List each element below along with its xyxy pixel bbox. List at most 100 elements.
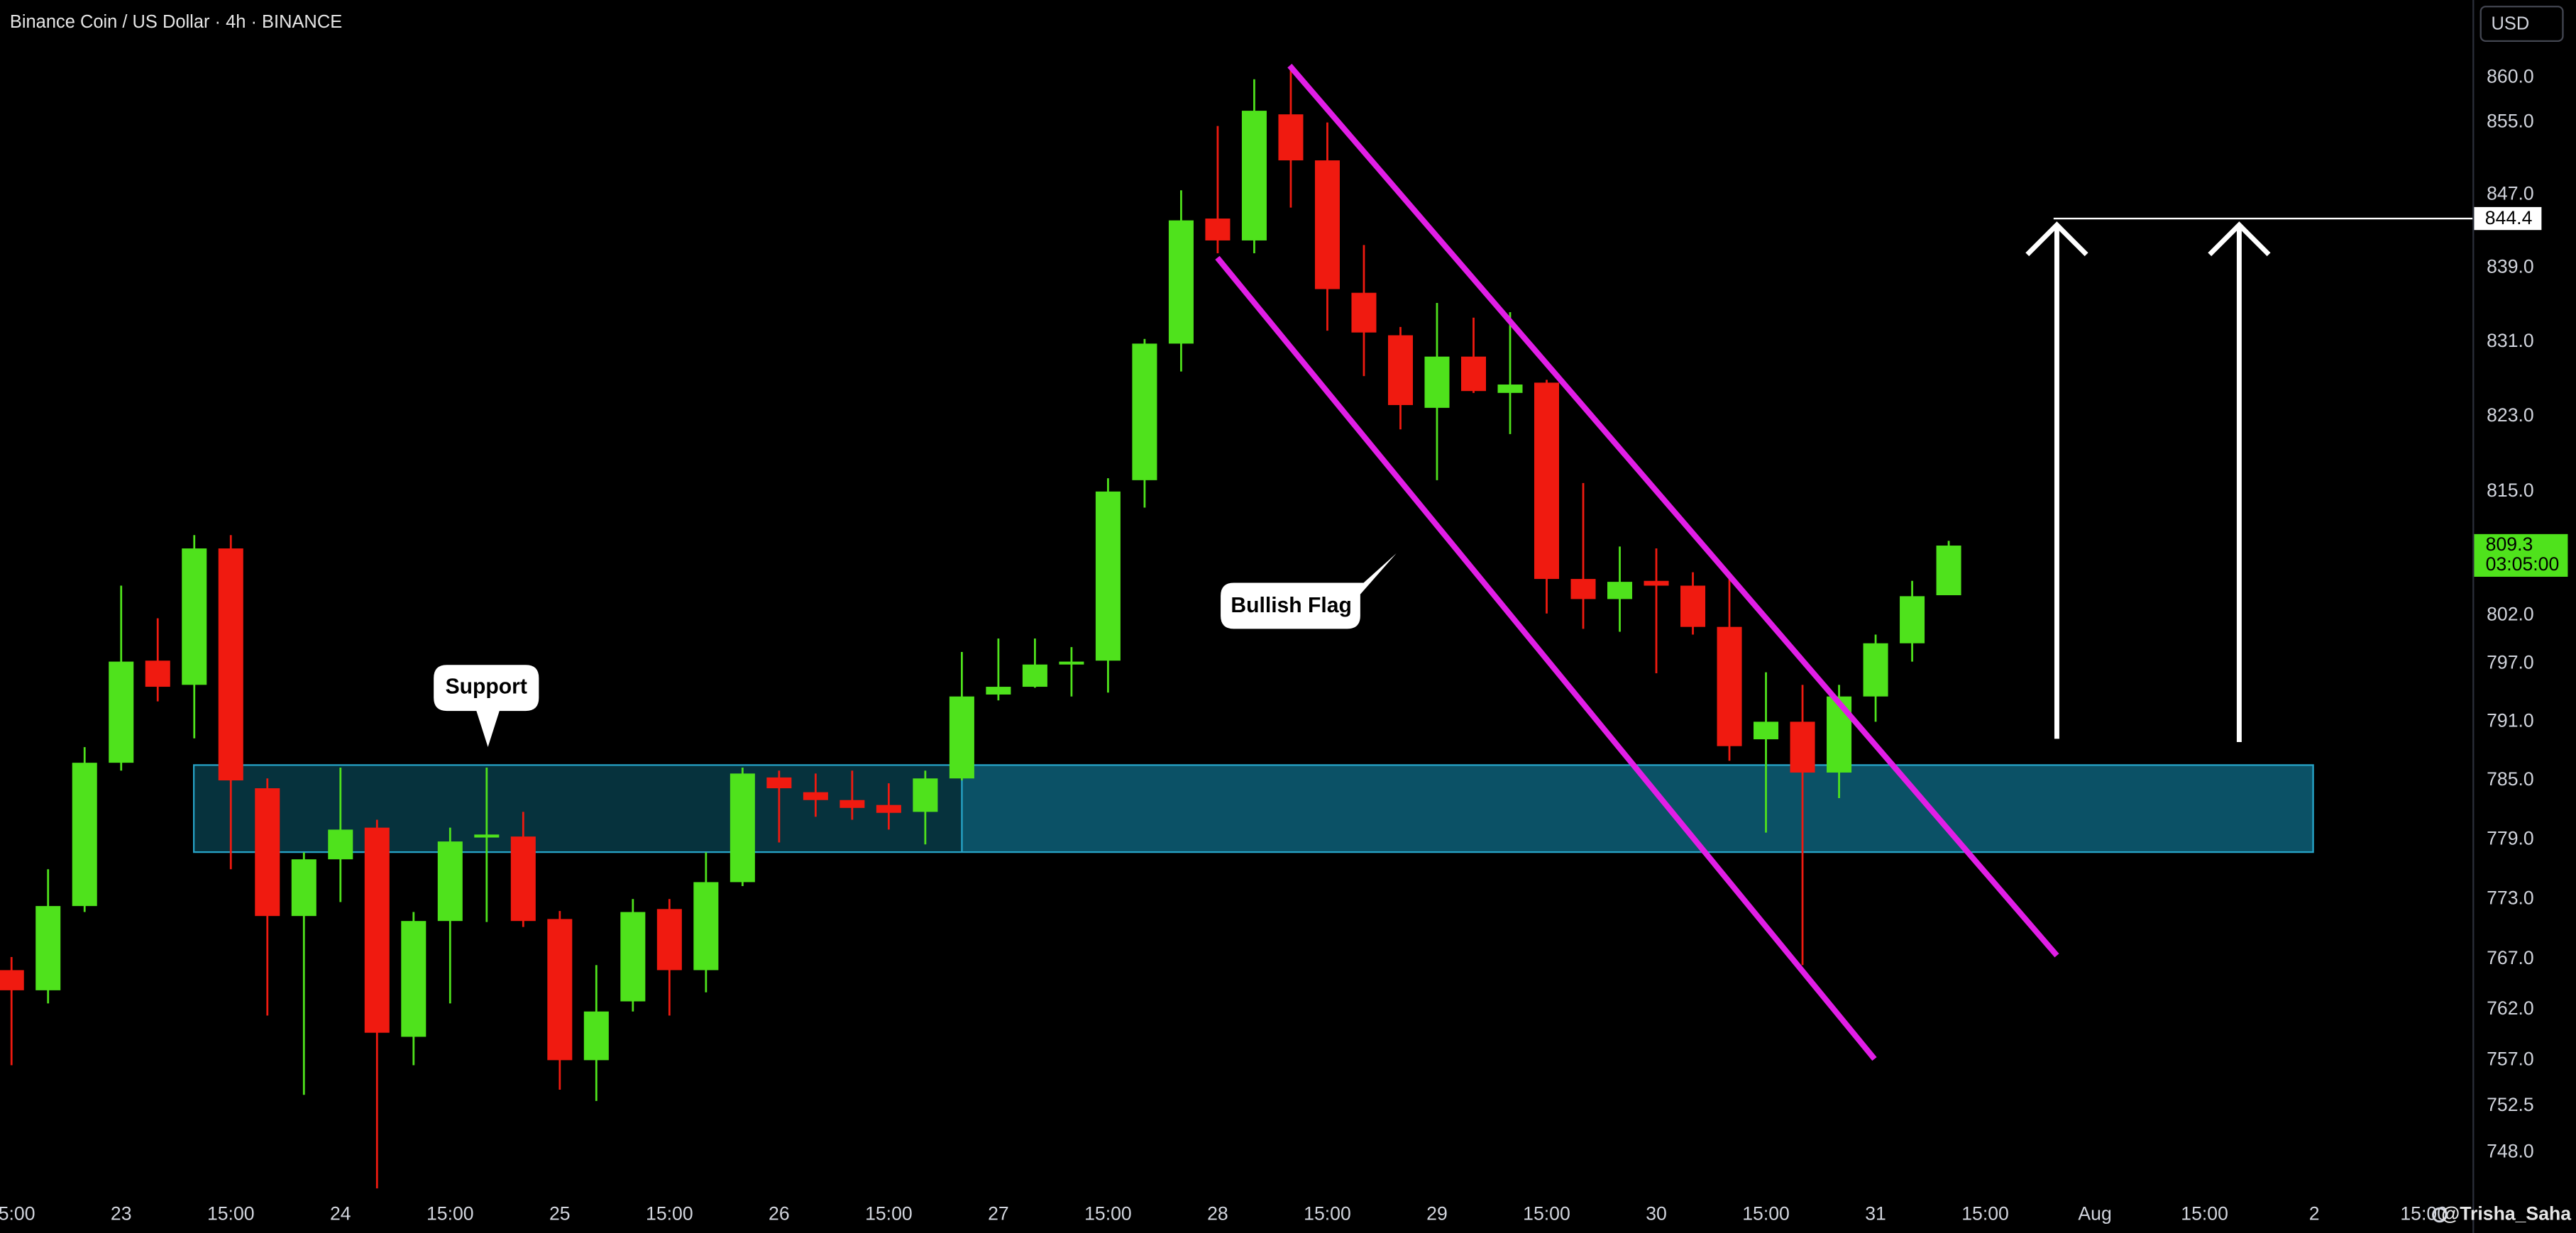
candle-body xyxy=(986,687,1011,695)
callout-label: Support xyxy=(446,675,527,699)
x-tick-label: Aug xyxy=(2078,1203,2111,1224)
callout xyxy=(1221,553,1397,629)
candle-body xyxy=(693,882,719,971)
candle-body xyxy=(1644,580,1669,586)
candle-body xyxy=(656,909,682,971)
candle-body xyxy=(620,912,646,1002)
y-tick-label: 773.0 xyxy=(2487,887,2534,908)
x-tick-label: 15:00 xyxy=(1742,1203,1790,1224)
candle-body xyxy=(1790,721,1815,773)
y-tick-label: 860.0 xyxy=(2487,65,2534,87)
candle-body xyxy=(35,906,61,990)
callout xyxy=(434,665,539,747)
candle-body xyxy=(1314,160,1340,289)
chart-title: Binance Coin / US Dollar · 4h · BINANCE xyxy=(10,12,342,32)
candle-body xyxy=(1387,335,1413,405)
y-tick-label: 757.0 xyxy=(2487,1048,2534,1069)
candle-body xyxy=(1936,546,1961,596)
candle-body xyxy=(583,1011,609,1061)
x-axis: 15:00 23 15:00 24 15:00 25 15:00 26 15:00 27 15:00… xyxy=(0,1203,2448,1224)
candle-body xyxy=(145,660,170,687)
candle-body xyxy=(1717,626,1742,746)
y-axis: 860.0 855.0 847.0 839.0 831.0 823.0 815.0 802.0… xyxy=(2487,65,2534,1161)
arrow-head xyxy=(2208,221,2271,257)
candle-body xyxy=(328,829,353,860)
candle-body xyxy=(547,919,573,1061)
candle-body xyxy=(109,661,134,763)
x-tick-label: 23 xyxy=(111,1203,132,1224)
candle-body xyxy=(510,836,536,922)
candle-body xyxy=(1241,111,1267,240)
candle-body xyxy=(1680,585,1706,627)
last-price-label: 809.3 xyxy=(2486,533,2533,555)
y-tick-label: 823.0 xyxy=(2487,404,2534,426)
candles xyxy=(0,65,1961,1189)
candle-body xyxy=(1460,356,1486,392)
candle-body xyxy=(1205,219,1231,240)
candle-body xyxy=(364,827,390,1033)
x-tick-label: 26 xyxy=(769,1203,790,1224)
y-tick-label: 762.0 xyxy=(2487,997,2534,1019)
target-price-label: 844.4 xyxy=(2485,207,2533,228)
x-tick-label: 15:00 xyxy=(1961,1203,2009,1224)
last-price-box xyxy=(2474,533,2568,577)
y-tick-label: 855.0 xyxy=(2487,111,2534,132)
currency-label: USD xyxy=(2492,13,2530,33)
candle-body xyxy=(1095,491,1121,661)
candle-body xyxy=(182,548,207,685)
x-tick-label: 15:00 xyxy=(865,1203,913,1224)
arrow-head xyxy=(2025,221,2088,257)
currency-button[interactable] xyxy=(2479,6,2564,43)
candle-body xyxy=(218,548,243,781)
candle-body xyxy=(1607,582,1633,599)
candle-body xyxy=(1534,382,1560,580)
x-tick-label: 25 xyxy=(549,1203,571,1224)
y-tick-label: 748.0 xyxy=(2487,1140,2534,1161)
x-tick-label: 15:00 xyxy=(426,1203,474,1224)
candle-body xyxy=(1168,220,1194,344)
callout-label: Bullish Flag xyxy=(1231,594,1351,617)
candle-body xyxy=(840,800,865,808)
candle-body xyxy=(1863,643,1888,697)
x-tick-label: 28 xyxy=(1207,1203,1228,1224)
y-tick-label: 767.0 xyxy=(2487,947,2534,968)
candle-body xyxy=(1424,356,1450,408)
candle-body xyxy=(949,696,974,779)
y-tick-label: 785.0 xyxy=(2487,768,2534,790)
x-tick-label: 15:00 xyxy=(1304,1203,1351,1224)
candle-body xyxy=(803,792,828,800)
y-tick-label: 779.0 xyxy=(2487,827,2534,848)
x-tick-label: 2 xyxy=(2309,1203,2320,1224)
x-tick-label: 31 xyxy=(1865,1203,1886,1224)
x-tick-label: 29 xyxy=(1426,1203,1448,1224)
candle-body xyxy=(1497,384,1523,393)
candle-body xyxy=(437,841,463,922)
x-tick-label: 15:00 xyxy=(0,1203,35,1224)
y-tick-label: 847.0 xyxy=(2487,183,2534,204)
channel-lower xyxy=(1215,255,1877,1061)
watermark: @Trisha_Saha xyxy=(2441,1203,2571,1224)
x-tick-label: 15:00 xyxy=(207,1203,255,1224)
candle-body xyxy=(1022,664,1047,687)
countdown-label: 03:05:00 xyxy=(2486,553,2560,575)
channel-upper xyxy=(1287,63,2059,958)
candle-body xyxy=(1827,696,1852,773)
support-zone-left xyxy=(194,765,962,851)
x-tick-label: 15:00 xyxy=(2181,1203,2228,1224)
candle-body xyxy=(291,859,317,917)
candle-body xyxy=(766,777,792,789)
y-tick-label: 802.0 xyxy=(2487,603,2534,624)
x-tick-label: 24 xyxy=(330,1203,351,1224)
y-tick-label: 791.0 xyxy=(2487,709,2534,731)
y-tick-label: 815.0 xyxy=(2487,480,2534,501)
x-tick-label: 15:00 xyxy=(646,1203,693,1224)
target-price-box xyxy=(2474,206,2542,231)
y-tick-label: 831.0 xyxy=(2487,330,2534,351)
x-tick-label: 30 xyxy=(1646,1203,1667,1224)
price-axis xyxy=(2472,0,2576,1233)
candle-body xyxy=(1059,661,1084,665)
y-tick-label: 839.0 xyxy=(2487,256,2534,277)
candle-body xyxy=(0,970,24,990)
x-tick-label: 15:00 xyxy=(1084,1203,1132,1224)
